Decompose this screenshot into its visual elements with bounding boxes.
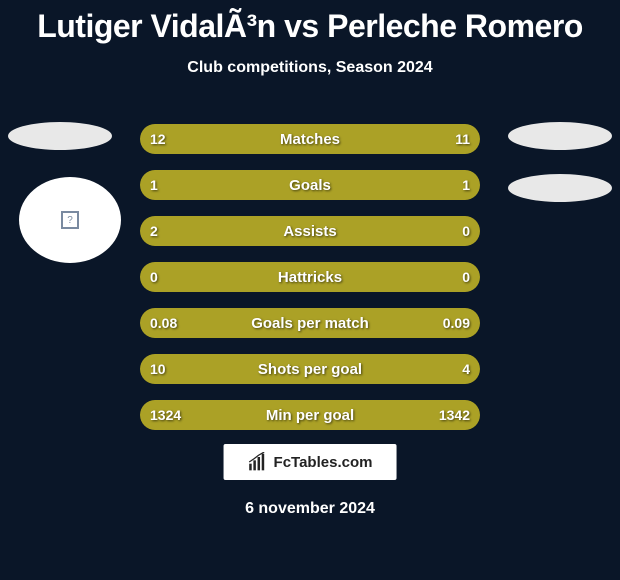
stat-label: Assists — [140, 216, 480, 246]
stat-value-right: 0.09 — [443, 308, 470, 338]
date-text: 6 november 2024 — [0, 500, 620, 518]
stat-row: 1 Goals 1 — [140, 170, 480, 200]
stat-row: 2 Assists 0 — [140, 216, 480, 246]
stat-label: Matches — [140, 124, 480, 154]
player-right-photo-1 — [508, 122, 612, 150]
page-subtitle: Club competitions, Season 2024 — [0, 59, 620, 77]
page-title: Lutiger VidalÃ³n vs Perleche Romero — [0, 0, 620, 45]
stat-value-right: 1 — [462, 170, 470, 200]
stat-label: Min per goal — [140, 400, 480, 430]
player-left-photo-1 — [8, 122, 112, 150]
stat-label: Hattricks — [140, 262, 480, 292]
watermark-text: FcTables.com — [274, 454, 373, 471]
stats-bars-container: 12 Matches 11 1 Goals 1 2 Assists 0 0 Ha… — [140, 124, 480, 446]
stat-label: Shots per goal — [140, 354, 480, 384]
stat-row: 0.08 Goals per match 0.09 — [140, 308, 480, 338]
watermark: FcTables.com — [224, 444, 397, 480]
player-right-photo-2 — [508, 174, 612, 202]
stat-value-right: 4 — [462, 354, 470, 384]
stat-value-right: 11 — [455, 124, 470, 154]
stat-row: 0 Hattricks 0 — [140, 262, 480, 292]
chart-icon — [248, 452, 268, 472]
stat-row: 10 Shots per goal 4 — [140, 354, 480, 384]
stat-value-right: 0 — [462, 216, 470, 246]
player-left-photo-2: ? — [19, 177, 121, 263]
stat-value-right: 0 — [462, 262, 470, 292]
placeholder-icon: ? — [61, 211, 79, 229]
stat-label: Goals per match — [140, 308, 480, 338]
stat-row: 1324 Min per goal 1342 — [140, 400, 480, 430]
stat-row: 12 Matches 11 — [140, 124, 480, 154]
stat-value-right: 1342 — [439, 400, 470, 430]
stat-label: Goals — [140, 170, 480, 200]
